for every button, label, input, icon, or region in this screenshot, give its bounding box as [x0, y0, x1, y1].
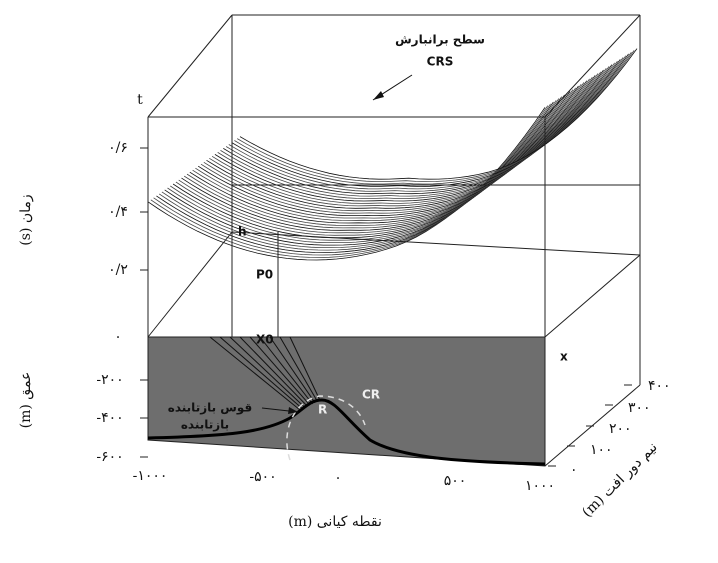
tick-label: ۱۰۰۰ [525, 478, 555, 494]
tick-label: -۲۰۰ [96, 372, 123, 388]
surface-label: سطح برانبارش [395, 33, 485, 47]
crs-surface [148, 49, 637, 260]
tick-label: -۱۰۰۰ [133, 468, 168, 484]
tick-label: ۰/۲ [108, 262, 128, 278]
tick-label: ۰ [114, 329, 122, 345]
arrow-head [373, 91, 384, 100]
tick-label: ۳۰۰ [628, 400, 651, 416]
axis-letter: x [560, 350, 568, 364]
point-label: R [318, 403, 327, 417]
tick-label: ۴۰۰ [648, 378, 671, 394]
tick-label: ۱۰۰ [590, 442, 613, 458]
axis-title: عمق (m) [18, 372, 34, 429]
tick-label: ۰ [334, 470, 342, 486]
tick-label: ۲۰۰ [609, 421, 632, 437]
tick-label: -۴۰۰ [96, 410, 123, 426]
point-label: P0 [256, 268, 273, 282]
tick-label: ۵۰۰ [444, 473, 467, 489]
tick-label: ۰ [570, 462, 578, 478]
axis-letter: t [137, 92, 143, 108]
tick-label: -۵۰۰ [249, 469, 276, 485]
axis-title: نقطه کیانی (m) [288, 514, 382, 530]
surface-label: CRS [427, 55, 454, 69]
label: بازتابنده [181, 418, 229, 432]
label: قوس بازتابنده [168, 401, 252, 416]
tick-label: -۶۰۰ [96, 449, 123, 465]
point-label: X0 [256, 333, 274, 347]
point-label: CR [362, 388, 380, 402]
tick-label: ۰/۶ [108, 140, 128, 156]
figure: سطح برانبارش CRS t زمان (s) ۰/۶ ۰/۴ ۰/۲ … [0, 0, 718, 563]
axis-letter: h [238, 225, 247, 239]
tick-label: ۰/۴ [108, 204, 128, 220]
axis-title: زمان (s) [18, 194, 34, 245]
